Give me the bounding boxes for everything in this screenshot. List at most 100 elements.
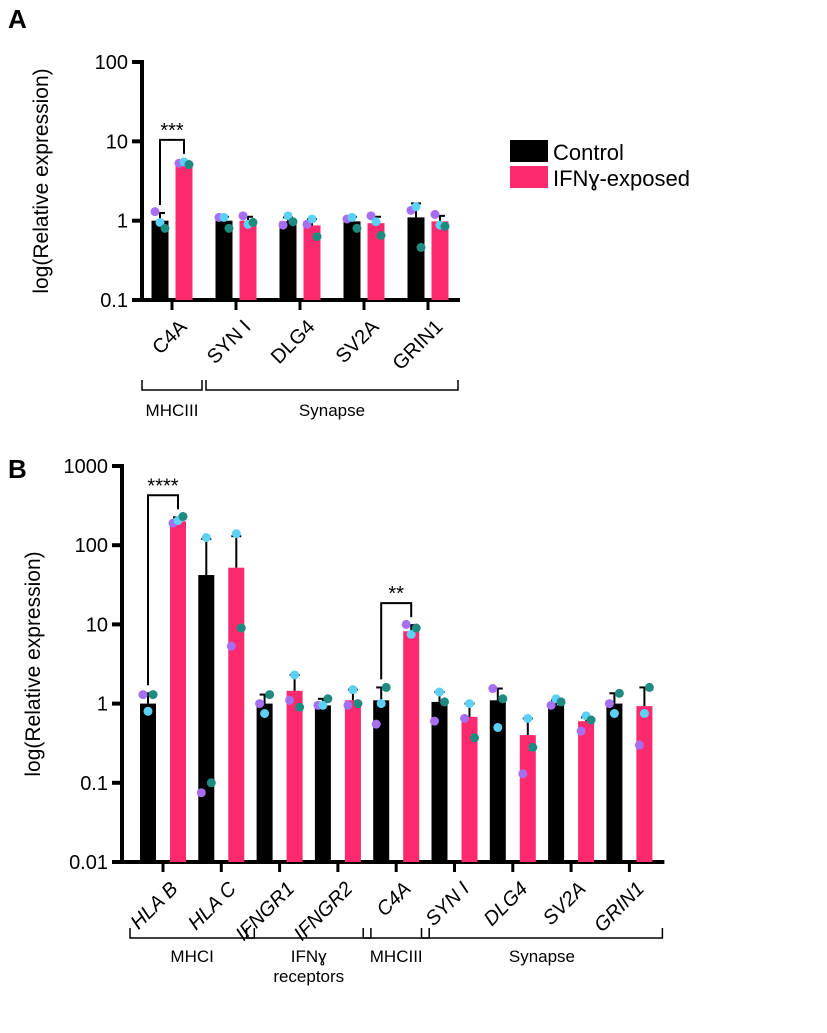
category-label: HLA C: [184, 877, 241, 934]
data-point: [376, 231, 386, 241]
group-label: IFNɣ receptors: [273, 947, 344, 986]
y-tick-label: 1000: [64, 456, 109, 478]
significance-label: **: [388, 583, 404, 605]
category-label: IFNGR2: [290, 878, 357, 945]
group-label-line: receptors: [273, 967, 344, 986]
bar-control: [407, 217, 425, 300]
data-point: [644, 682, 654, 692]
data-point: [160, 223, 170, 233]
data-point: [255, 699, 265, 709]
data-point: [231, 529, 241, 539]
data-point: [285, 695, 295, 705]
y-tick-label: 100: [95, 52, 128, 74]
bar-control: [215, 220, 233, 300]
y-tick-label: 100: [75, 535, 108, 557]
significance-bracket: [147, 494, 179, 686]
data-point: [609, 708, 619, 718]
data-point: [236, 623, 246, 633]
group-bracket: [141, 380, 203, 391]
data-point: [148, 690, 158, 700]
bar-ifn: [403, 631, 420, 862]
panel-letter-a: A: [8, 4, 27, 34]
data-point: [376, 699, 386, 709]
bar-ifn: [636, 706, 653, 862]
data-point: [381, 682, 391, 692]
y-tick-label: 0.01: [69, 852, 108, 874]
bar-ifn: [578, 721, 595, 862]
data-point: [283, 211, 293, 221]
y-tick-label: 10: [106, 131, 128, 153]
bar-control: [314, 705, 331, 862]
category-label: IFNGR1: [232, 878, 299, 945]
significance-label: ****: [147, 475, 178, 497]
group-bracket: [245, 928, 372, 939]
bar-control: [489, 700, 506, 862]
panel-a-chart: 0.1 1 10 100 log(Relative expression) C4A SYN …: [30, 52, 460, 420]
data-point: [206, 778, 216, 788]
data-point: [470, 733, 479, 743]
bar-ifn: [286, 690, 303, 862]
data-point: [265, 690, 275, 700]
data-point: [343, 700, 353, 710]
significance-bracket: [380, 602, 413, 680]
category-label: C4A: [148, 315, 192, 359]
data-point: [366, 211, 376, 221]
data-point: [493, 722, 503, 732]
group-label: Synapse: [509, 947, 575, 966]
data-point: [226, 641, 236, 651]
data-point: [614, 688, 624, 698]
data-point: [238, 211, 248, 221]
data-point: [219, 212, 229, 222]
data-point: [288, 217, 298, 227]
data-point: [576, 726, 586, 736]
bar-ifn: [303, 225, 321, 300]
y-tick-label: 1: [117, 211, 128, 233]
legend-swatch-ifn: [510, 166, 548, 188]
category-label: SV2A: [332, 315, 384, 367]
data-point: [440, 697, 449, 707]
data-point: [488, 684, 498, 694]
y-axis-label: log(Relative expression): [30, 68, 53, 293]
bar-control: [343, 221, 361, 300]
data-point: [528, 742, 538, 752]
data-point: [278, 220, 288, 230]
legend-label-ifn: IFNɣ-exposed: [553, 166, 690, 191]
category-label: SYN I: [421, 878, 474, 931]
group-bracket: [362, 928, 430, 939]
group-label: MHCIII: [146, 401, 199, 420]
panel-b-chart: 0.01 0.1 1 10 100 1000 log(Relative expression…: [22, 456, 665, 986]
data-point: [201, 533, 211, 543]
data-point: [155, 217, 165, 227]
data-point: [312, 232, 322, 242]
data-point: [143, 706, 153, 716]
group-bracket: [205, 380, 459, 391]
bar-ifn: [519, 735, 536, 862]
data-point: [440, 221, 450, 231]
group-bracket: [129, 928, 256, 939]
data-point: [634, 740, 644, 750]
y-tick-label: 0.1: [80, 773, 108, 795]
bar-control: [279, 221, 297, 300]
data-point: [406, 629, 416, 639]
y-tick-label: 1: [97, 694, 108, 716]
data-point: [248, 217, 258, 227]
bar-control: [151, 220, 169, 300]
bar-control: [431, 701, 448, 862]
panel-letter-b: B: [8, 454, 27, 484]
data-point: [353, 699, 363, 709]
group-bracket: [420, 928, 664, 939]
bar-ifn: [170, 521, 186, 862]
category-label: SYN I: [203, 316, 256, 369]
category-label: GRIN1: [590, 878, 649, 937]
data-point: [465, 699, 474, 709]
data-point: [435, 687, 444, 697]
bar-ifn: [461, 716, 478, 862]
data-point: [184, 160, 194, 170]
data-point: [178, 512, 188, 522]
data-point: [196, 788, 206, 798]
category-label: DLG4: [267, 316, 320, 369]
y-tick-label: 0.1: [100, 290, 128, 312]
category-label: DLG4: [480, 878, 533, 931]
data-point: [498, 694, 508, 704]
bar-ifn: [367, 223, 385, 300]
